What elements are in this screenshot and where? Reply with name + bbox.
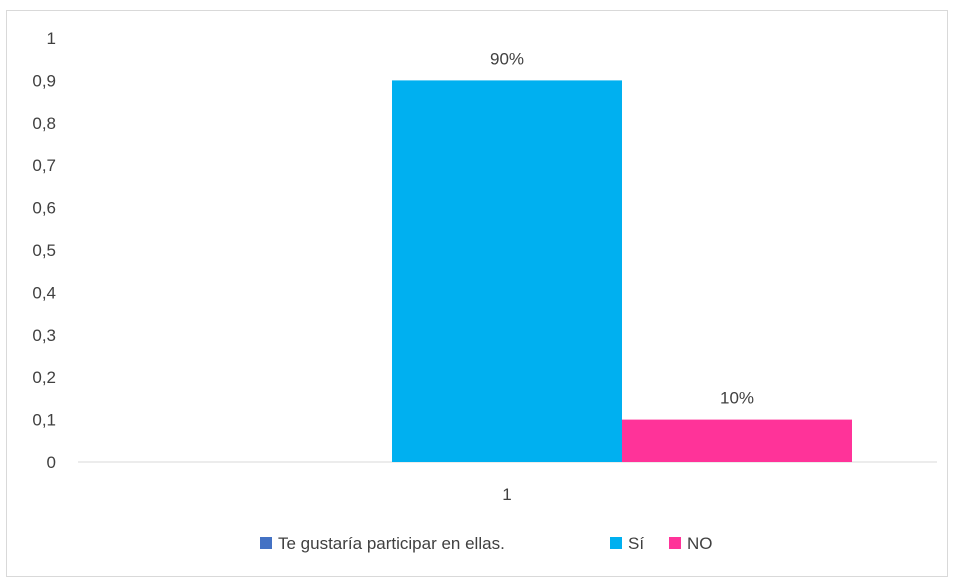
y-tick-label: 0,4 xyxy=(32,283,56,302)
y-tick-label: 1 xyxy=(47,29,56,48)
y-tick-label: 0,3 xyxy=(32,326,56,345)
legend-swatch xyxy=(669,537,681,549)
bar-si xyxy=(392,80,622,463)
legend-swatch xyxy=(610,537,622,549)
legend-label: Sí xyxy=(628,534,644,553)
y-tick-label: 0,5 xyxy=(32,241,56,260)
y-tick-label: 0,8 xyxy=(32,114,56,133)
bars xyxy=(392,80,852,463)
legend-swatch xyxy=(260,537,272,549)
legend-label: Te gustaría participar en ellas. xyxy=(278,534,505,553)
data-label: 10% xyxy=(720,389,754,408)
y-tick-label: 0,9 xyxy=(32,71,56,90)
y-tick-label: 0,1 xyxy=(32,411,56,430)
data-label: 90% xyxy=(490,49,524,68)
legend: Te gustaría participar en ellas. Sí NO xyxy=(260,534,713,553)
y-tick-label: 0,2 xyxy=(32,368,56,387)
y-tick-label: 0,6 xyxy=(32,199,56,218)
y-tick-label: 0,7 xyxy=(32,156,56,175)
x-tick-label: 1 xyxy=(502,485,511,504)
y-axis-ticks: 0 0,1 0,2 0,3 0,4 0,5 0,6 0,7 0,8 0,9 1 xyxy=(32,29,56,472)
bar-no xyxy=(622,419,852,462)
data-labels: 90% 10% xyxy=(490,49,754,407)
legend-label: NO xyxy=(687,534,713,553)
y-tick-label: 0 xyxy=(47,453,56,472)
